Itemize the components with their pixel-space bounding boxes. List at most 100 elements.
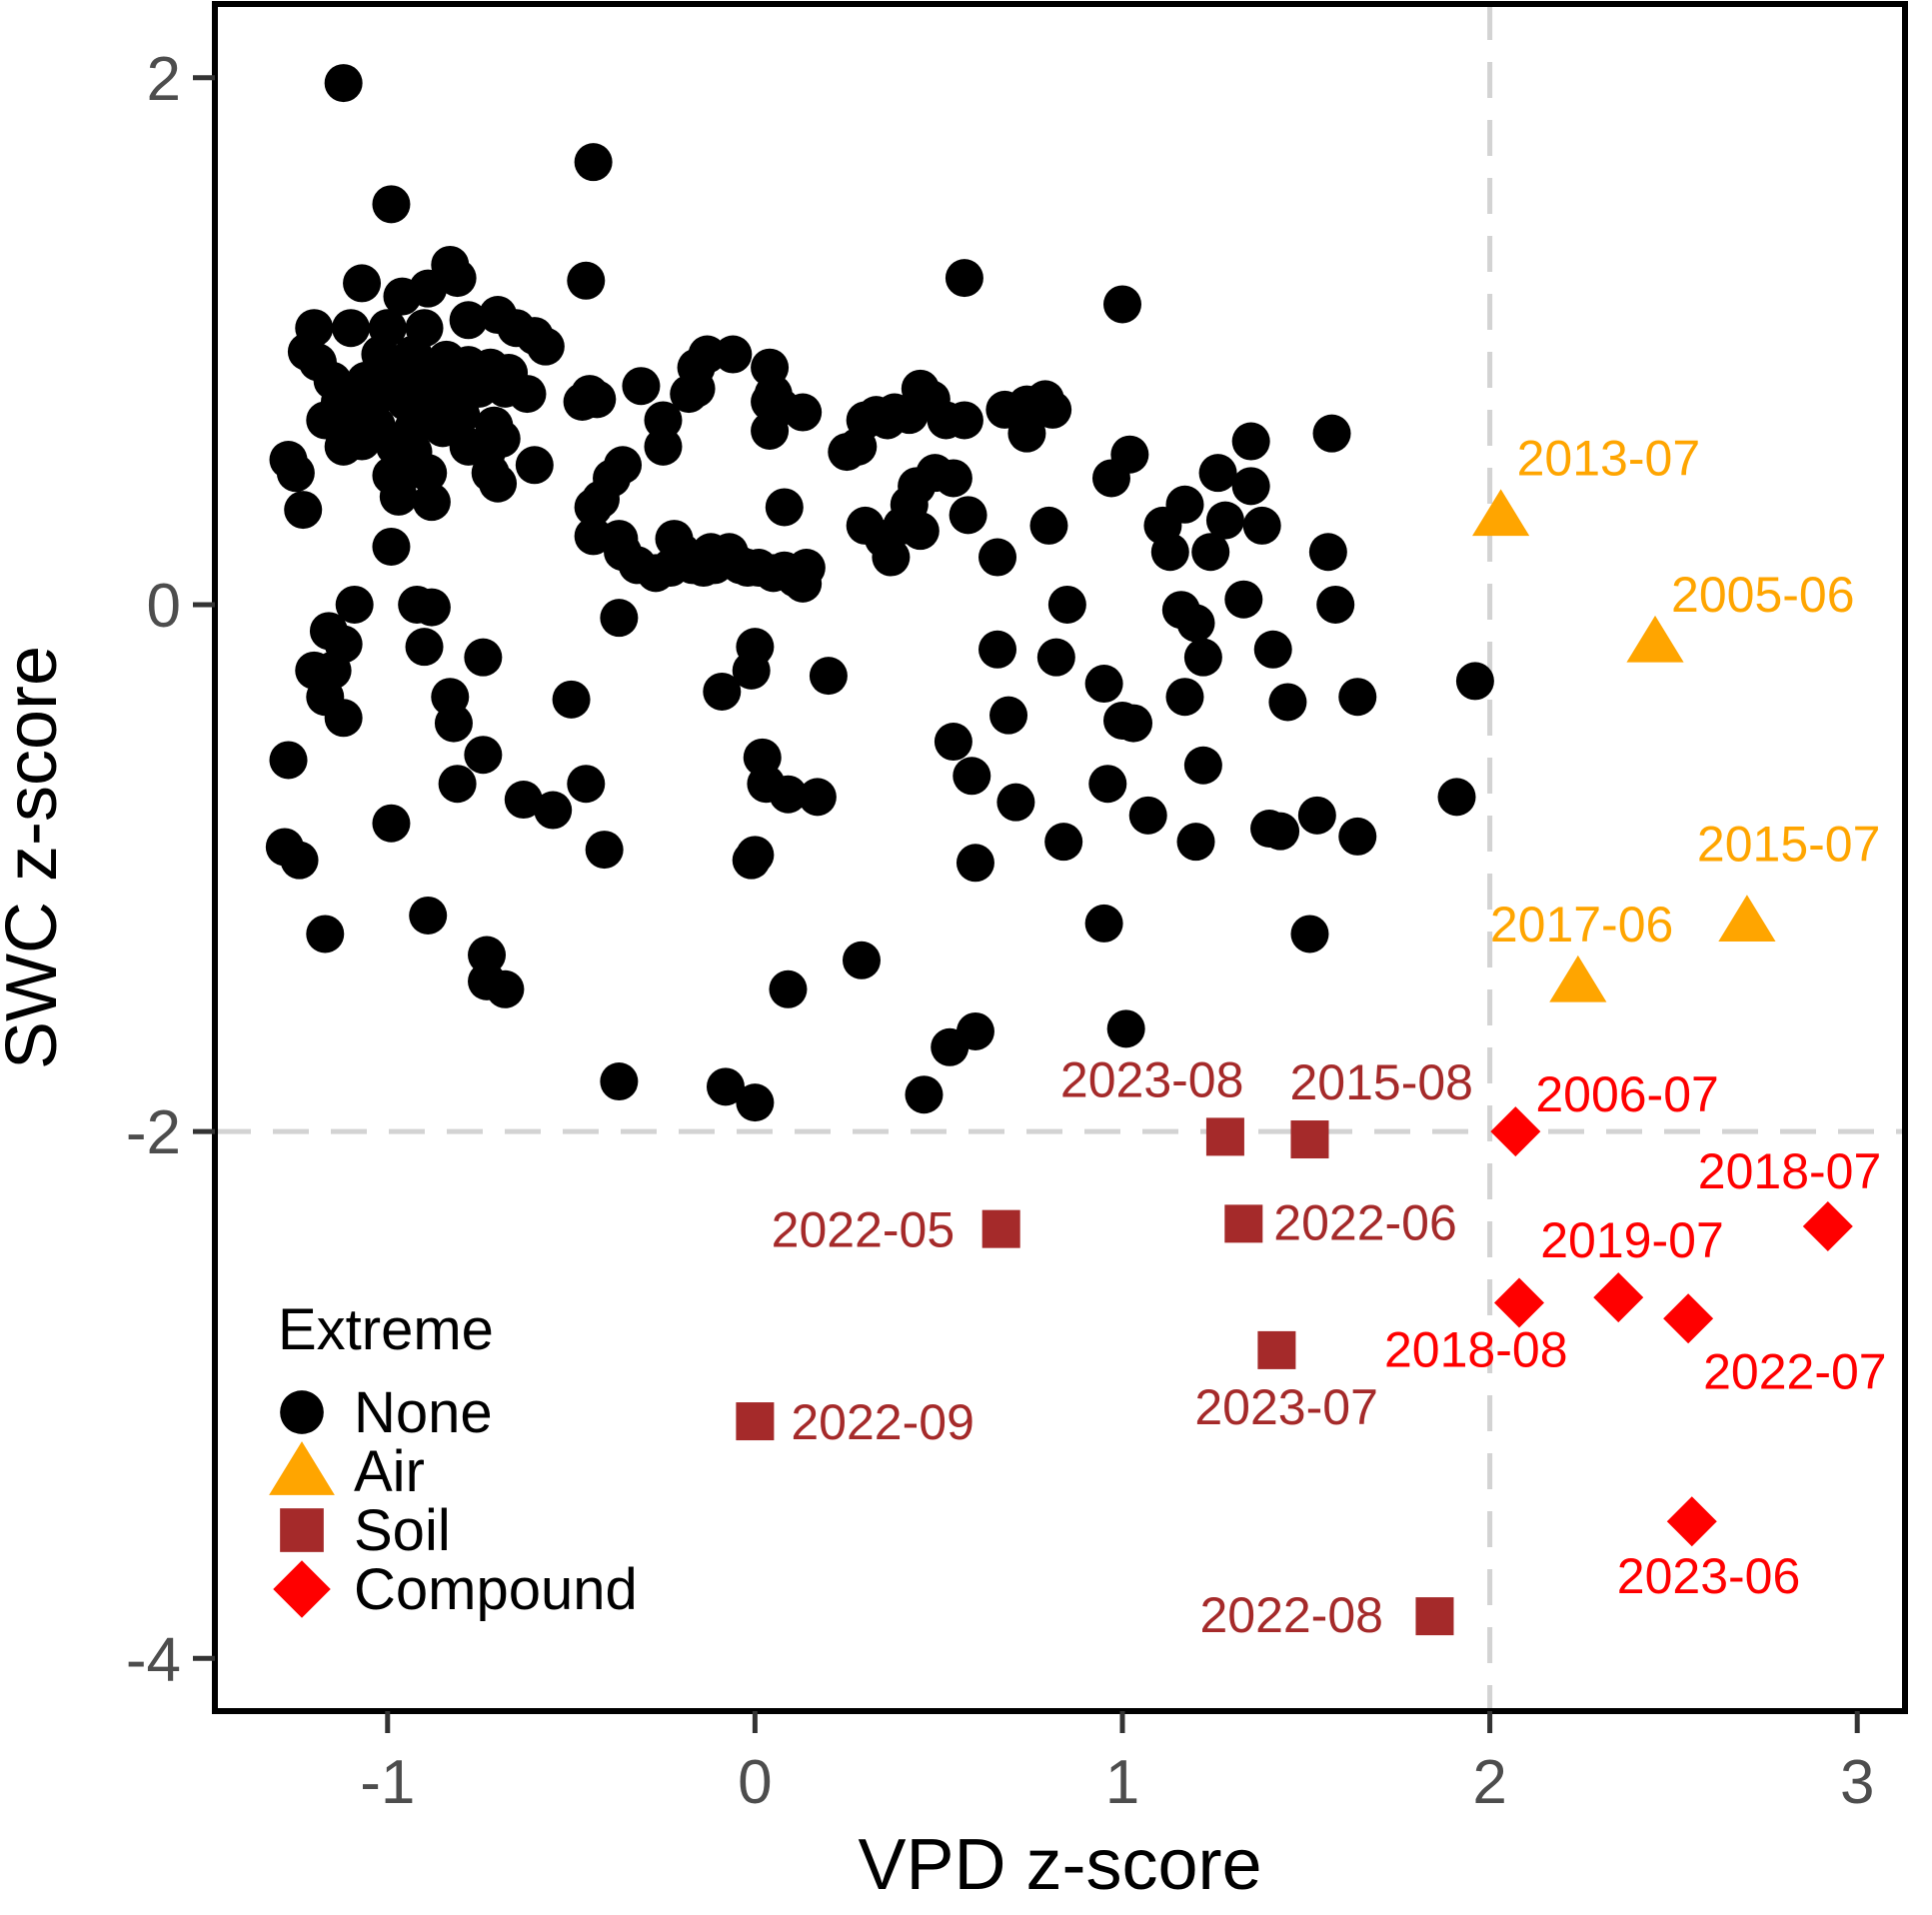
- data-point-none: [324, 64, 363, 103]
- data-point-none: [996, 783, 1035, 822]
- data-point-none: [284, 491, 323, 530]
- data-point-soil: [1205, 1117, 1244, 1156]
- data-point-none: [372, 527, 411, 566]
- data-point-none: [1176, 604, 1215, 643]
- plot-border: [212, 1, 1908, 1714]
- data-point-none: [714, 335, 753, 374]
- x-tick-label: 3: [1840, 1748, 1874, 1817]
- x-tick-label: 1: [1105, 1748, 1139, 1817]
- data-point-none: [1308, 533, 1347, 572]
- data-point-none: [324, 699, 363, 738]
- data-point-air: [1718, 895, 1776, 943]
- data-point-none: [468, 936, 507, 974]
- data-point-none: [622, 367, 661, 406]
- data-point-none: [798, 778, 837, 817]
- data-point-none: [1297, 796, 1336, 835]
- data-point-none: [409, 896, 448, 935]
- data-point-air: [1626, 615, 1684, 663]
- data-point-none: [787, 549, 826, 588]
- data-point-none: [1165, 678, 1204, 717]
- reference-lines: [215, 4, 1905, 1711]
- data-point-none: [372, 804, 411, 843]
- data-point-none: [600, 599, 639, 638]
- data-point-none: [449, 301, 488, 340]
- data-point-none: [515, 446, 554, 485]
- data-point-none: [644, 427, 683, 466]
- data-point-none: [1165, 485, 1204, 524]
- data-point-none: [508, 375, 547, 414]
- y-tick-label: -2: [126, 1098, 181, 1167]
- y-tick-label: 2: [147, 45, 181, 114]
- point-label: 2013-07: [1517, 430, 1701, 486]
- data-point-none: [486, 969, 525, 1008]
- data-point-none: [1224, 580, 1263, 619]
- data-point-none: [405, 628, 444, 667]
- legend-label: Air: [354, 1439, 425, 1504]
- point-label: 2022-08: [1199, 1587, 1383, 1643]
- point-label: 2022-07: [1703, 1343, 1887, 1399]
- data-point-none: [905, 1075, 944, 1114]
- data-point-none: [1268, 683, 1307, 722]
- data-point-none: [769, 969, 808, 1008]
- data-point-none: [1176, 823, 1215, 862]
- legend-key-compound: [273, 1560, 331, 1618]
- data-point-none: [1455, 662, 1494, 701]
- data-point-none: [1242, 506, 1281, 545]
- data-point-none: [379, 477, 418, 516]
- data-point-soil: [1257, 1330, 1296, 1369]
- data-point-none: [585, 831, 624, 870]
- data-point-none: [1044, 823, 1083, 862]
- data-point-none: [670, 375, 709, 414]
- data-point-soil: [1224, 1204, 1263, 1243]
- data-point-compound: [1593, 1272, 1644, 1323]
- data-point-none: [1084, 665, 1123, 704]
- data-point-compound: [1490, 1106, 1541, 1157]
- data-point-none: [438, 259, 477, 298]
- legend-label: Soil: [354, 1498, 451, 1563]
- data-point-none: [978, 538, 1017, 577]
- data-point-none: [600, 1062, 639, 1101]
- data-point-none: [765, 488, 804, 527]
- data-point-none: [438, 765, 477, 804]
- data-point-none: [985, 390, 1024, 429]
- data-point-none: [552, 680, 591, 719]
- data-point-none: [1231, 422, 1270, 461]
- y-tick-label: 0: [147, 572, 181, 641]
- data-point-none: [464, 638, 503, 677]
- data-point-none: [343, 422, 382, 461]
- data-point-none: [1261, 812, 1300, 851]
- data-point-compound: [1802, 1201, 1853, 1252]
- data-point-none: [644, 401, 683, 440]
- data-point-air: [1549, 955, 1607, 1002]
- point-labels: 2013-07 2005-06 2015-07 2017-06 2023-08 2015-…: [772, 430, 1887, 1643]
- data-point-none: [1338, 678, 1377, 717]
- data-point-none: [1437, 778, 1476, 817]
- data-point-none: [1047, 585, 1086, 624]
- legend-label: None: [354, 1380, 493, 1445]
- data-point-none: [1106, 1009, 1145, 1048]
- x-tick-label: 0: [738, 1748, 772, 1817]
- data-point-none: [1253, 630, 1292, 669]
- data-point-none: [945, 401, 983, 440]
- data-point-none: [1091, 459, 1130, 498]
- data-point-none: [1312, 414, 1351, 453]
- data-point-none: [534, 791, 573, 830]
- legend-title: Extreme: [278, 1297, 494, 1362]
- data-point-soil: [736, 1402, 775, 1441]
- point-label: 2015-07: [1697, 816, 1881, 872]
- data-point-none: [482, 419, 521, 458]
- data-point-none: [956, 844, 994, 883]
- data-point-none: [567, 765, 606, 804]
- point-label: 2017-06: [1490, 897, 1674, 953]
- data-point-soil: [981, 1209, 1020, 1248]
- data-point-none: [574, 143, 613, 182]
- data-point-none: [934, 723, 972, 762]
- y-axis-title: SWC z-score: [0, 646, 72, 1069]
- data-point-none: [412, 588, 451, 627]
- point-label: 2022-09: [791, 1394, 974, 1450]
- data-point-none: [1290, 915, 1329, 954]
- data-point-none: [784, 393, 823, 432]
- data-point-none: [372, 185, 411, 224]
- data-point-none: [412, 483, 451, 522]
